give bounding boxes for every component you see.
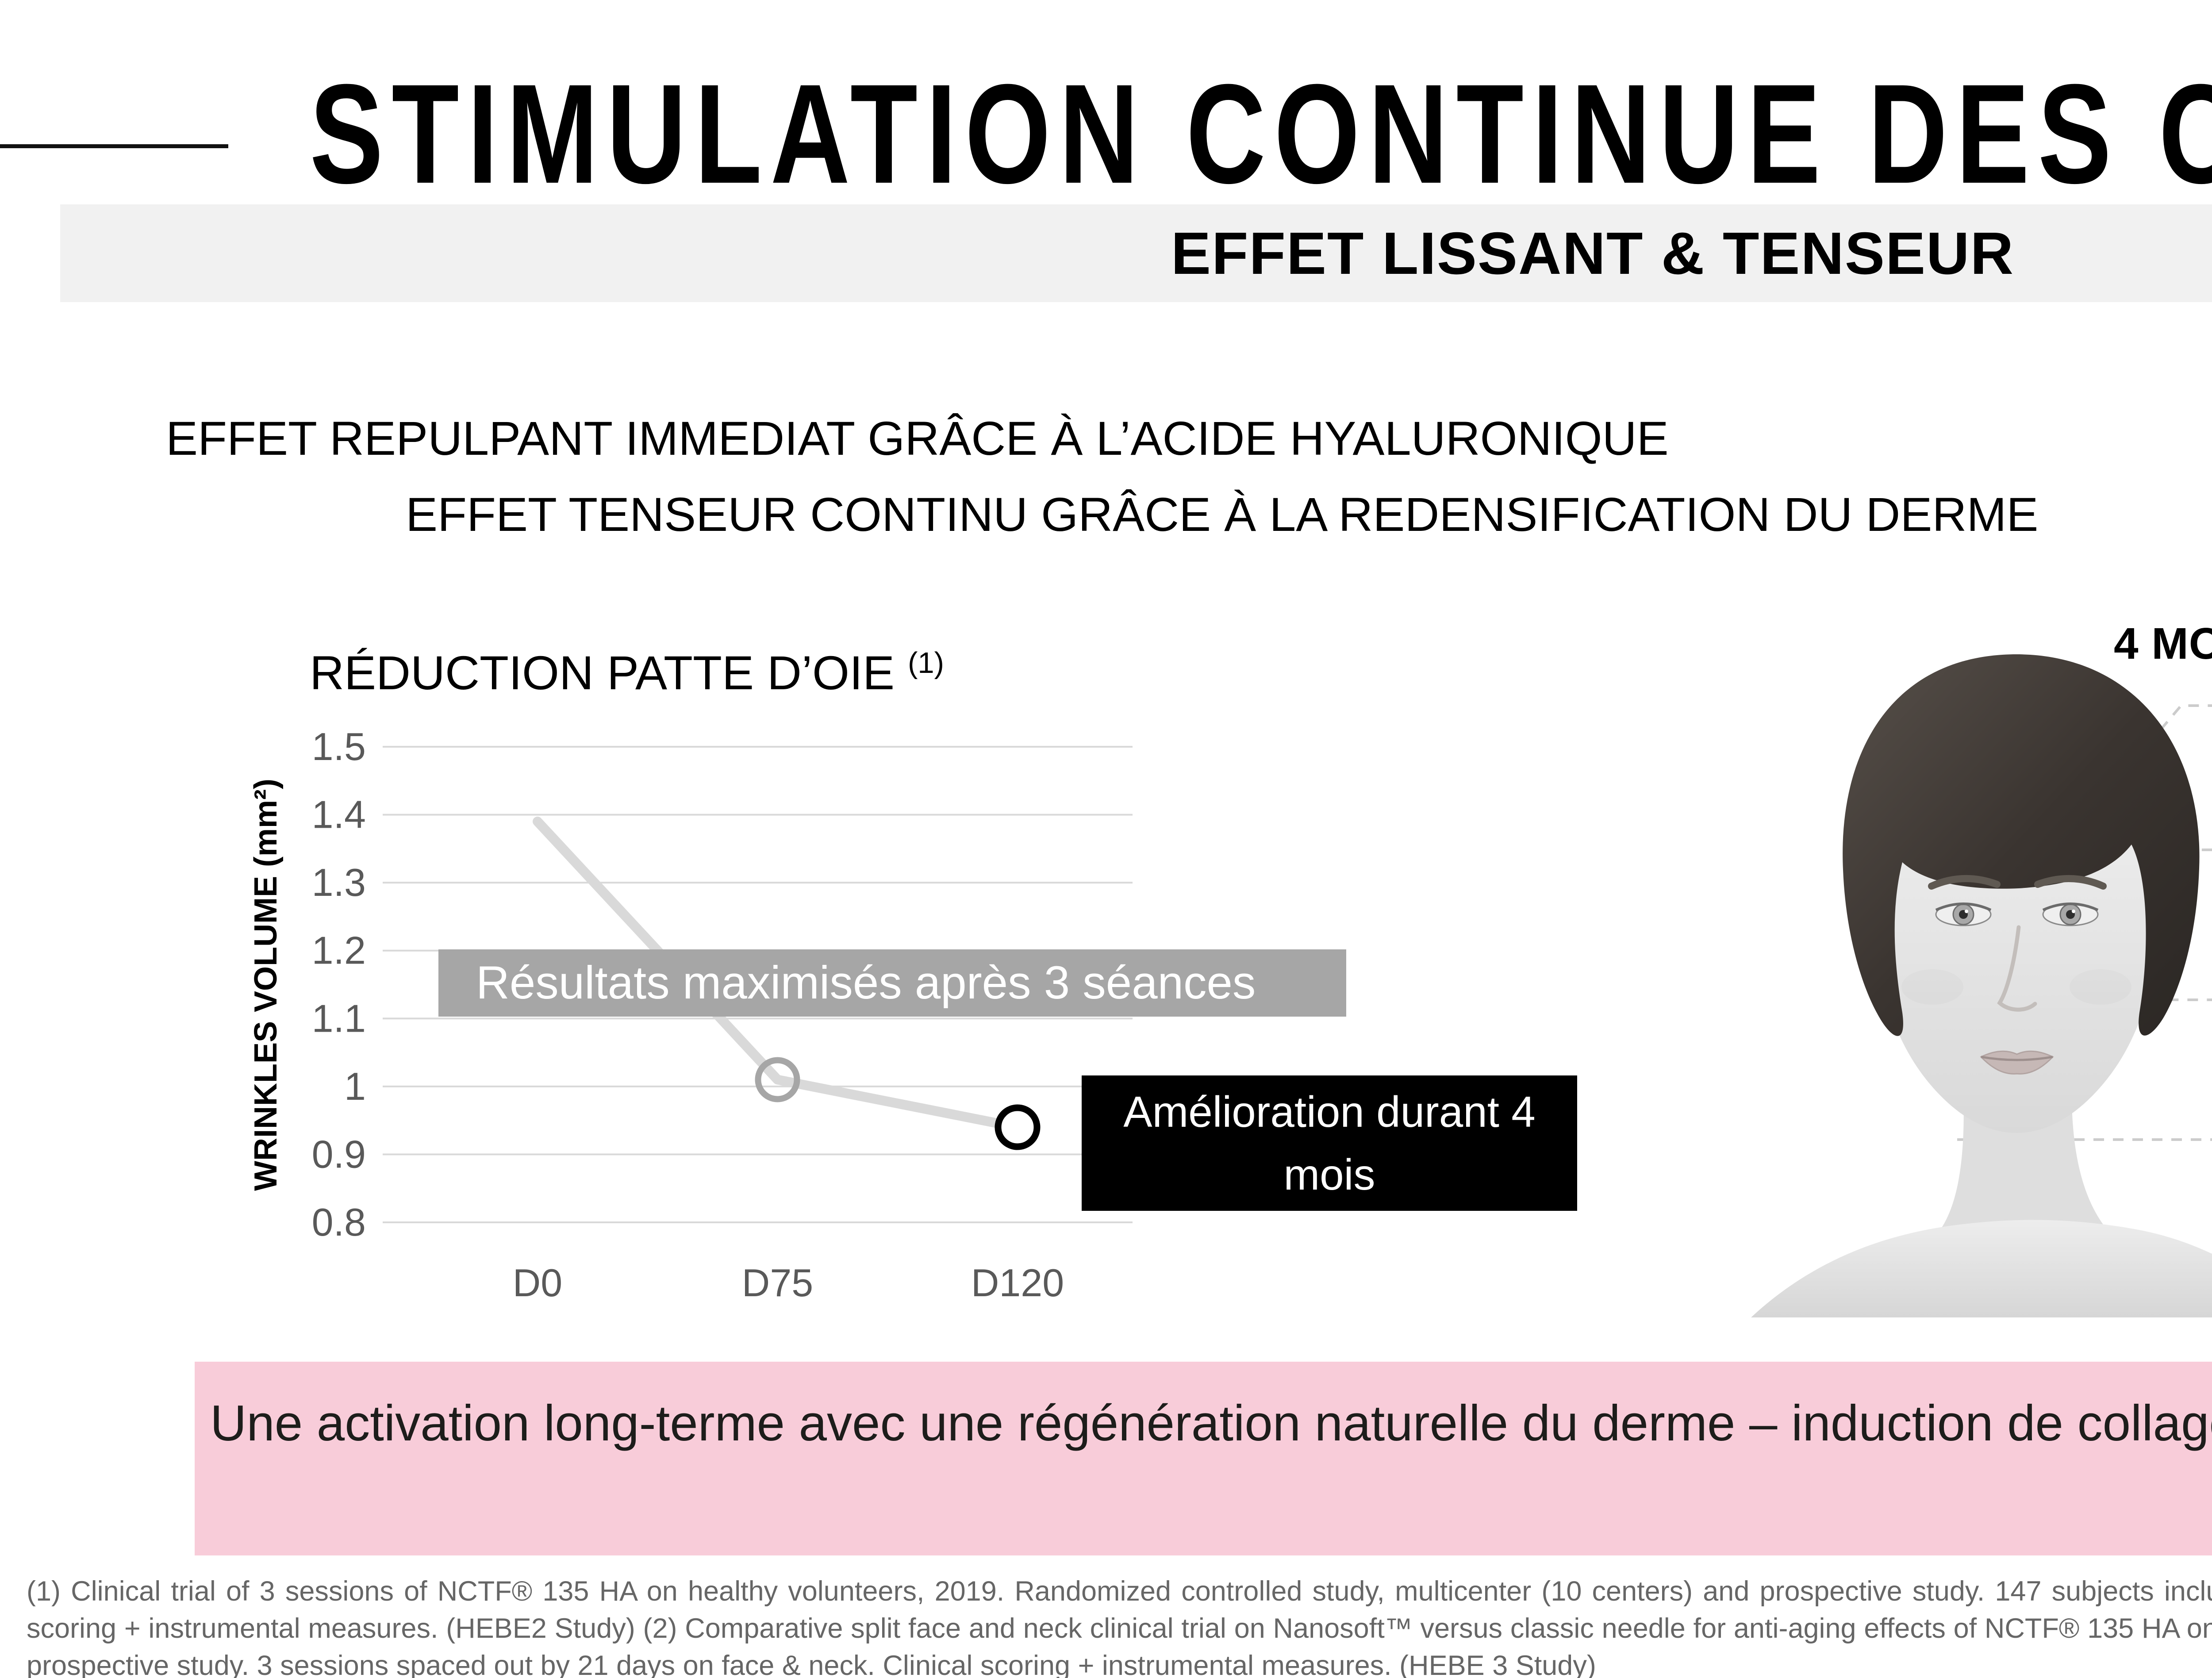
highlight-text: Une activation long-terme avec une régén…	[210, 1395, 2212, 1451]
y-tick-label: 1.3	[312, 860, 366, 904]
highlight-band: Une activation long-terme avec une régén…	[195, 1362, 2212, 1555]
y-tick-label: 1.5	[312, 725, 366, 768]
chart-title: RÉDUCTION PATTE D’OIE (1)	[310, 645, 944, 700]
page-title: STIMULATION CONTINUE DES CELLULES	[310, 54, 2212, 213]
y-tick-label: 1.2	[312, 929, 366, 972]
chart-title-text: RÉDUCTION PATTE D’OIE	[310, 646, 895, 699]
title-rule	[0, 144, 228, 148]
y-tick-label: 1.1	[312, 996, 366, 1040]
results-heading: 4 MOIS APRÈS LA 1E INJECTION	[2114, 619, 2212, 668]
chart-annotation-gray-box: Résultats maximisés après 3 séances	[438, 949, 1346, 1017]
subtitle-banner-label: EFFET LISSANT & TENSEUR	[1171, 220, 2015, 287]
y-tick-label: 0.8	[312, 1200, 366, 1244]
y-tick-label: 1	[344, 1064, 366, 1108]
subtitle-banner: EFFET LISSANT & TENSEUR	[60, 204, 2212, 302]
x-tick-label: D75	[742, 1261, 813, 1305]
x-tick-label: D0	[513, 1261, 563, 1305]
y-tick-label: 0.9	[312, 1132, 366, 1176]
model-face-image	[1733, 598, 2212, 1317]
wrinkles-volume-line-chart: 1.5 1.4 1.3 1.2 1.1 1 0.9 0.8 D0 D75 D120	[312, 725, 1133, 1305]
footnote: (1) Clinical trial of 3 sessions of NCTF…	[27, 1576, 2212, 1678]
y-tick-label: 1.4	[312, 793, 366, 837]
x-tick-label: D120	[971, 1261, 1064, 1305]
face-illustration	[1751, 654, 2212, 1317]
marker-d75	[755, 1057, 800, 1102]
effect-statement-2: EFFET TENSEUR CONTINU GRÂCE À LA REDENSI…	[406, 488, 2039, 541]
marker-d120	[995, 1104, 1041, 1150]
effect-statement-1: EFFET REPULPANT IMMEDIAT GRÂCE À L’ACIDE…	[166, 411, 1669, 465]
data-line	[533, 816, 1022, 1132]
chart-title-superscript: (1)	[908, 646, 944, 680]
chart-annotation-black-box: Amélioration durant 4 mois	[1082, 1075, 1577, 1211]
